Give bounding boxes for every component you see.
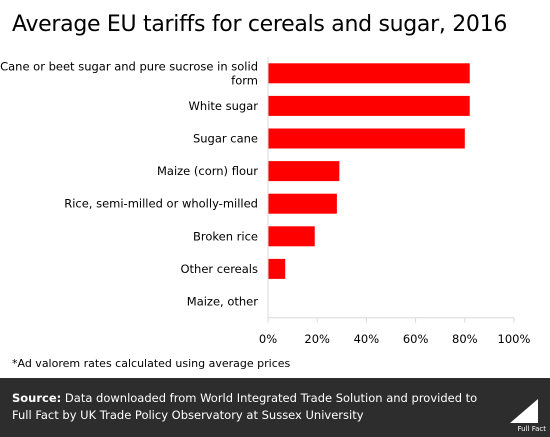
x-tick-label: 100% xyxy=(498,332,531,346)
category-label: Cane or beet sugar and pure sucrose in s… xyxy=(0,59,258,87)
bar xyxy=(268,161,340,182)
category-label: White sugar xyxy=(189,99,259,113)
bar xyxy=(268,95,470,116)
source-text-block: Source: Data downloaded from World Integ… xyxy=(12,390,492,424)
x-tick-label: 40% xyxy=(354,332,380,346)
category-label: Rice, semi-milled or wholly-milled xyxy=(64,197,258,211)
x-tick-label: 60% xyxy=(403,332,429,346)
source-footer: Source: Data downloaded from World Integ… xyxy=(0,378,550,437)
bar xyxy=(268,128,465,149)
category-label: Other cereals xyxy=(181,262,259,276)
source-text: Data downloaded from World Integrated Tr… xyxy=(12,391,478,422)
category-label: Sugar cane xyxy=(193,132,258,146)
bar xyxy=(268,193,337,214)
bar xyxy=(268,226,315,247)
source-label: Source: xyxy=(12,391,62,405)
chart-title: Average EU tariffs for cereals and sugar… xyxy=(12,12,508,37)
x-tick-label: 20% xyxy=(304,332,330,346)
bar xyxy=(268,63,470,84)
category-label: Maize (corn) flour xyxy=(157,164,258,178)
bar xyxy=(268,258,286,279)
bar-chart: Cane or beet sugar and pure sucrose in s… xyxy=(0,55,550,355)
full-fact-logo-icon xyxy=(510,399,538,423)
x-tick-label: 80% xyxy=(452,332,478,346)
x-tick-label: 0% xyxy=(259,332,277,346)
category-label: Maize, other xyxy=(187,295,258,309)
chart-svg: Cane or beet sugar and pure sucrose in s… xyxy=(0,57,531,346)
logo-label: Full Fact xyxy=(517,425,546,433)
category-label: Broken rice xyxy=(193,229,258,243)
footnote: *Ad valorem rates calculated using avera… xyxy=(12,357,291,370)
